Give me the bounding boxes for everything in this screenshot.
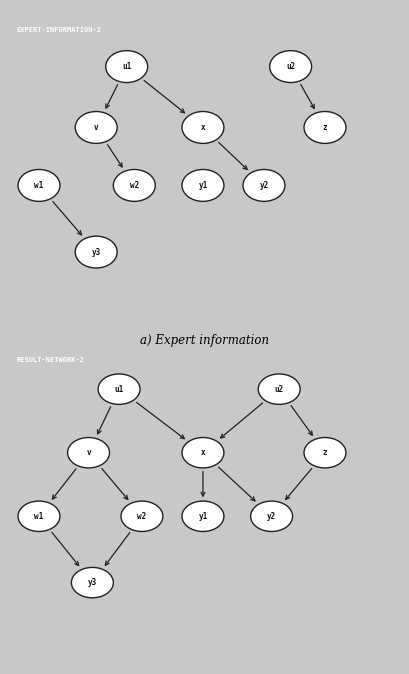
Ellipse shape (75, 236, 117, 268)
Text: y3: y3 (91, 247, 101, 257)
Text: v: v (94, 123, 98, 132)
Text: y2: y2 (266, 512, 276, 521)
Ellipse shape (113, 169, 155, 202)
Ellipse shape (182, 111, 223, 144)
Ellipse shape (303, 437, 345, 468)
Ellipse shape (258, 374, 299, 404)
Ellipse shape (269, 51, 311, 82)
Ellipse shape (182, 169, 223, 202)
Text: y2: y2 (259, 181, 268, 190)
Ellipse shape (250, 501, 292, 532)
Text: y1: y1 (198, 512, 207, 521)
Text: x: x (200, 123, 205, 132)
Ellipse shape (303, 111, 345, 144)
Ellipse shape (106, 51, 147, 82)
Ellipse shape (18, 501, 60, 532)
Text: u2: u2 (274, 385, 283, 394)
Text: a) Expert information: a) Expert information (140, 334, 269, 346)
Text: z: z (322, 123, 326, 132)
Ellipse shape (18, 169, 60, 202)
Text: v: v (86, 448, 91, 457)
Ellipse shape (243, 169, 284, 202)
Ellipse shape (67, 437, 109, 468)
Text: EXPERT-INFORMATION-2: EXPERT-INFORMATION-2 (16, 27, 101, 32)
Text: RESULT-NETWORK-2: RESULT-NETWORK-2 (16, 357, 84, 363)
Ellipse shape (75, 111, 117, 144)
Text: x: x (200, 448, 205, 457)
Text: w1: w1 (34, 181, 43, 190)
Ellipse shape (182, 501, 223, 532)
Text: u1: u1 (114, 385, 124, 394)
Text: y1: y1 (198, 181, 207, 190)
Text: y3: y3 (88, 578, 97, 587)
Text: w2: w2 (129, 181, 139, 190)
Text: w2: w2 (137, 512, 146, 521)
Ellipse shape (121, 501, 162, 532)
Text: w1: w1 (34, 512, 43, 521)
Ellipse shape (71, 568, 113, 598)
Text: u2: u2 (285, 62, 294, 71)
Ellipse shape (98, 374, 140, 404)
Text: u1: u1 (122, 62, 131, 71)
Ellipse shape (182, 437, 223, 468)
Text: z: z (322, 448, 326, 457)
